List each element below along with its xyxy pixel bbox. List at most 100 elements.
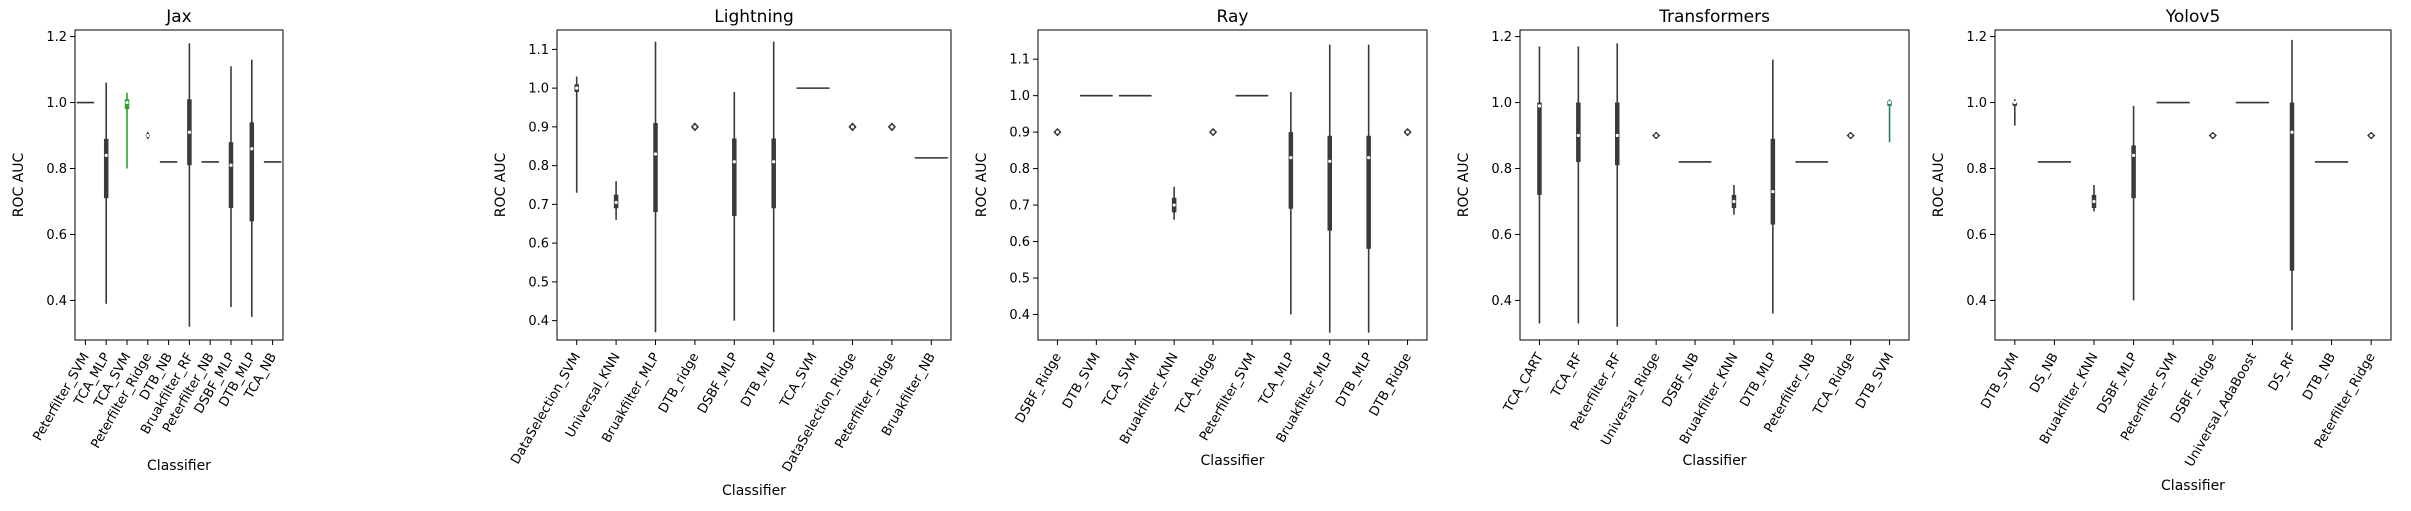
violin-median-dot [1211, 130, 1215, 134]
violin-median-dot [1289, 156, 1293, 160]
y-axis-label: ROC AUC [1456, 152, 1472, 217]
x-tick-label: TCA_SVM [1099, 351, 1142, 411]
violin-median-dot [772, 160, 776, 164]
violin-iqr-box [1327, 135, 1332, 231]
violin-median-dot [125, 100, 129, 105]
x-tick-label: DTB_MLP [1737, 350, 1780, 409]
violin-median-dot [614, 200, 618, 205]
violin-iqr-box [2131, 145, 2136, 199]
violin-median-dot [2369, 133, 2373, 138]
violin [613, 181, 619, 220]
panel-ray: Ray ROC AUC Classifier 0.4 0.5 0.6 0.7 0.8 0.9 1.… [974, 7, 1428, 469]
x-axis-label: Classifier [147, 458, 211, 474]
y-tick-label: 1.0 [1966, 96, 1987, 111]
violin [1770, 59, 1776, 314]
violin [1576, 46, 1581, 324]
y-tick-label: 0.9 [1009, 126, 1030, 141]
x-tick-label: DSBF_MLP [695, 350, 742, 416]
violin-median-dot [1328, 159, 1332, 163]
violin [2208, 131, 2217, 140]
violin-median-dot [1537, 104, 1542, 108]
x-tick-label: TCA_MLP [1256, 350, 1299, 409]
violin-median-dot [1405, 130, 1410, 134]
violin [2367, 131, 2376, 140]
y-tick-label: 1.0 [1009, 89, 1030, 104]
violin [1652, 131, 1661, 140]
violin-median-dot [2132, 153, 2136, 157]
violin [1731, 185, 1737, 215]
violin-median-dot [1654, 133, 1658, 138]
violin-median-dot [1172, 203, 1176, 207]
violin [145, 131, 151, 140]
x-tick-label: DSBF_Ridge [1013, 351, 1065, 426]
y-tick-label: 1.0 [1491, 96, 1512, 111]
plot-frame [74, 29, 284, 341]
violin [1208, 127, 1218, 137]
plot-frame [556, 29, 952, 341]
x-tick-label: DTB_SVM [1853, 351, 1897, 412]
violin [2091, 185, 2097, 212]
violin-iqr-box [1615, 102, 1620, 166]
violin-median-dot [575, 86, 579, 90]
violin-median-dot [229, 163, 233, 167]
y-tick-label: 0.8 [528, 159, 549, 174]
y-tick-label: 0.6 [46, 228, 67, 243]
y-tick-label: 0.4 [1491, 294, 1512, 309]
panel-yolov5: Yolov5 ROC AUC Classifier 0.4 0.6 0.8 1.0 1.2 DT… [1931, 7, 2392, 494]
y-axis-label: ROC AUC [11, 152, 27, 217]
violin [103, 82, 109, 304]
y-axis-label: ROC AUC [974, 152, 990, 217]
panel-title: Lightning [714, 7, 794, 27]
violin-median-dot [187, 130, 191, 134]
y-tick-label: 0.6 [528, 237, 549, 252]
x-tick-label: DTB_SVM [1978, 351, 2022, 412]
plot-frame [1519, 29, 1910, 341]
violin-median-dot [1887, 100, 1892, 105]
violin-iqr-box [653, 123, 658, 213]
y-tick-label: 0.5 [528, 275, 549, 290]
panel-title: Yolov5 [2165, 7, 2221, 27]
x-axis-label: Classifier [1683, 453, 1747, 469]
y-tick-label: 0.6 [1491, 228, 1512, 243]
x-tick-label: DTB_SVM [1060, 351, 1104, 412]
violin [1887, 99, 1892, 143]
violin-iqr-box [2012, 102, 2018, 106]
violin-median-dot [1771, 189, 1775, 194]
y-tick-label: 1.2 [46, 30, 67, 45]
violin-median-dot [250, 147, 254, 151]
y-tick-label: 0.4 [1966, 294, 1987, 309]
violin [1366, 44, 1371, 333]
x-tick-label: DataSelection_Ridge [780, 351, 860, 475]
violin-median-dot [1732, 199, 1736, 204]
y-tick-label: 0.4 [1009, 308, 1030, 323]
violin [124, 92, 130, 169]
panel-lightning: Lightning ROC AUC Classifier 0.4 0.5 0.6 0.7 0.… [493, 7, 952, 499]
violin-iqr-box [2289, 102, 2295, 271]
violin-median-dot [850, 125, 855, 129]
x-tick-label: TCA_RF [1548, 351, 1586, 401]
x-axis-label: Classifier [722, 483, 786, 499]
violin [887, 122, 896, 132]
violin [1288, 92, 1294, 315]
x-tick-label: TCA_CART [1501, 350, 1547, 415]
violin [848, 122, 857, 132]
y-axis-label: ROC AUC [1931, 152, 1947, 217]
y-tick-label: 0.4 [528, 314, 549, 329]
x-tick-label: TCA_SVM [777, 351, 820, 411]
violin [1403, 127, 1412, 137]
y-axis-label: ROC AUC [493, 152, 509, 217]
violin-iqr-box [732, 138, 737, 216]
violin-iqr-box [103, 138, 109, 199]
panel-transformers: Transformers ROC AUC Classifier 0.4 0.6 0.8 1.… [1456, 7, 1910, 469]
violin-median-dot [693, 125, 697, 129]
violin-iqr-box [1288, 132, 1294, 209]
violin-median-dot [146, 133, 150, 138]
y-tick-label: 0.8 [1491, 162, 1512, 177]
violin [249, 59, 255, 317]
x-tick-label: DTB_MLP [738, 350, 781, 409]
violin-median-dot [2013, 100, 2017, 105]
x-tick-label: DS_RF [2266, 351, 2300, 394]
violin-median-dot [653, 152, 658, 156]
